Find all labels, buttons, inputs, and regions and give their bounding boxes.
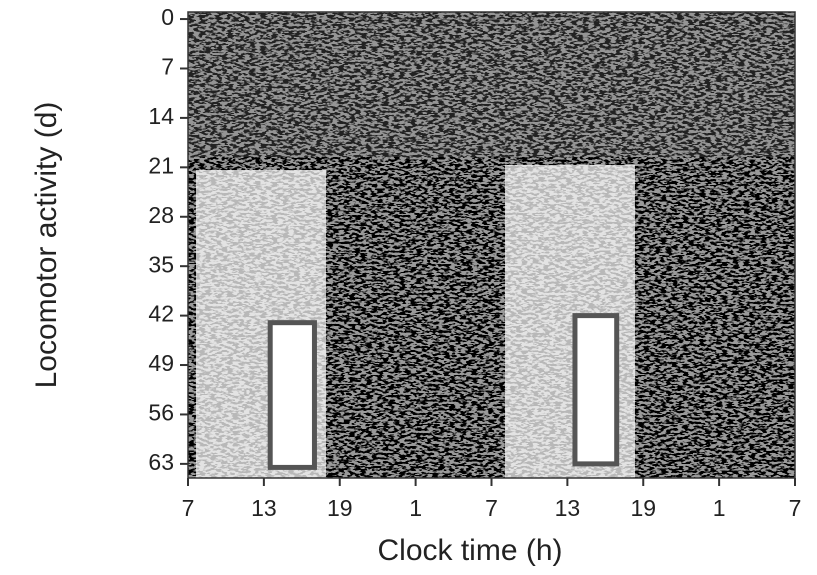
light-box [267, 320, 317, 470]
y-tick-label: 49 [148, 350, 174, 376]
y-tick-label: 7 [161, 54, 174, 80]
y-axis-title: Locomotor activity (d) [30, 102, 63, 389]
y-tick-label: 42 [148, 301, 174, 327]
y-tick-label: 56 [148, 400, 174, 426]
x-tick-label: 13 [251, 495, 277, 521]
x-tick-label: 1 [713, 495, 726, 521]
x-tick-label: 7 [182, 495, 195, 521]
x-tick-label: 1 [409, 495, 422, 521]
y-tick-label: 21 [148, 152, 174, 178]
raster-shade [188, 12, 795, 157]
x-tick-label: 13 [555, 495, 581, 521]
x-tick-label: 19 [630, 495, 656, 521]
y-tick-label: 35 [148, 251, 174, 277]
y-tick-label: 28 [148, 202, 174, 228]
y-tick-label: 63 [148, 449, 174, 475]
x-tick-label: 19 [327, 495, 353, 521]
x-axis-title: Clock time (h) [377, 534, 562, 567]
activity-raster [188, 12, 795, 478]
light-box [572, 313, 620, 467]
x-tick-label: 7 [485, 495, 498, 521]
y-tick-label: 0 [161, 4, 174, 30]
y-tick-label: 14 [148, 103, 174, 129]
x-tick-label: 7 [789, 495, 802, 521]
